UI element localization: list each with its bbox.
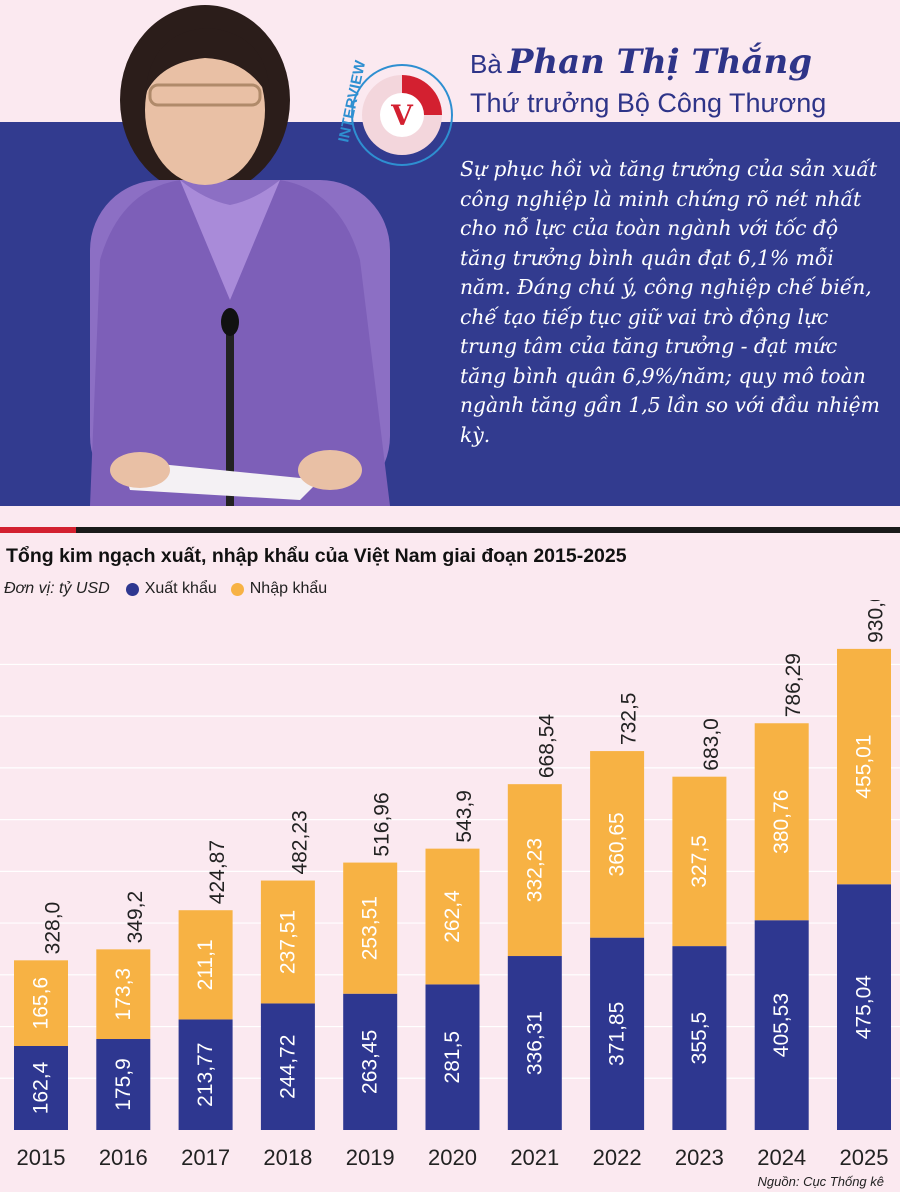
x-tick-label: 2020 <box>428 1145 477 1170</box>
bar-import <box>754 723 809 921</box>
data-label-total: 543,9 <box>453 790 476 843</box>
data-label-total: 349,2 <box>124 891 147 944</box>
data-label-import: 455,01 <box>853 734 876 798</box>
legend-item-export: Xuất khẩu <box>125 580 217 598</box>
data-label-export: 405,53 <box>770 993 793 1057</box>
bar-import <box>507 784 562 957</box>
bar-import <box>837 648 891 885</box>
data-label-export: 281,5 <box>441 1031 464 1084</box>
data-label-import: 380,76 <box>770 790 793 854</box>
bar-import <box>425 848 480 985</box>
bar-import <box>96 949 151 1040</box>
quote-text: Sự phục hồi và tăng trưởng của sản xuất … <box>460 157 880 447</box>
bar-export <box>425 984 480 1130</box>
x-tick-label: 2021 <box>510 1145 559 1170</box>
bar-import <box>178 910 233 1020</box>
data-label-import: 262,4 <box>441 890 464 943</box>
x-tick-label: 2022 <box>593 1145 642 1170</box>
bar-export <box>14 1045 68 1130</box>
data-label-export: 263,45 <box>359 1030 382 1094</box>
bar-export <box>590 937 645 1130</box>
legend-item-import: Nhập khẩu <box>230 580 328 598</box>
badge-letter: V <box>390 99 414 132</box>
legend-label-export: Xuất khẩu <box>144 580 217 597</box>
speaker-title: Thứ trưởng Bộ Công Thương <box>470 88 827 118</box>
x-tick-label: 2015 <box>17 1145 66 1170</box>
bar-export <box>837 884 891 1130</box>
bar-import <box>14 960 68 1046</box>
data-label-import: 211,1 <box>194 939 217 990</box>
x-tick-label: 2025 <box>840 1145 889 1170</box>
x-tick-label: 2023 <box>675 1145 724 1170</box>
divider-accent <box>0 527 76 533</box>
bar-import <box>672 776 727 947</box>
data-label-export: 355,5 <box>688 1012 711 1065</box>
bar-export <box>96 1039 151 1130</box>
chart-unit: Đơn vị: tỷ USD <box>4 580 110 597</box>
data-label-total: 930,05 <box>865 600 888 643</box>
legend-swatch-export <box>125 582 139 596</box>
data-label-import: 173,3 <box>112 968 135 1021</box>
data-label-export: 244,72 <box>276 1035 299 1099</box>
data-label-total: 424,87 <box>206 840 229 904</box>
x-tick-label: 2017 <box>181 1145 230 1170</box>
bar-export <box>507 956 562 1130</box>
data-label-total: 482,23 <box>288 810 311 874</box>
x-tick-label: 2019 <box>346 1145 395 1170</box>
stacked-bar-chart: 162,4 165,6 328,0 2015 175,9 173,3 349,2 2016 21… <box>0 600 900 1170</box>
x-tick-label: 2018 <box>263 1145 312 1170</box>
data-label-import: 327,5 <box>688 835 711 888</box>
data-label-export: 336,31 <box>523 1011 546 1075</box>
speaker-photo <box>90 5 390 506</box>
data-label-total: 668,54 <box>535 714 558 779</box>
data-label-import: 332,23 <box>523 838 546 902</box>
legend-label-import: Nhập khẩu <box>249 580 328 597</box>
data-label-total: 683,0 <box>700 718 723 771</box>
bar-export <box>260 1003 315 1130</box>
data-label-import: 253,51 <box>359 896 382 960</box>
bar-export <box>343 993 398 1130</box>
speaker-fullname: Phan Thị Thắng <box>507 42 813 82</box>
data-label-total: 732,5 <box>618 693 641 746</box>
data-label-import: 165,6 <box>30 977 53 1030</box>
data-label-total: 328,0 <box>42 902 65 955</box>
data-label-export: 175,9 <box>112 1058 135 1111</box>
bar-export <box>754 920 809 1130</box>
speaker-name: Bà Phan Thị Thắng <box>470 42 812 82</box>
speaker-honorific: Bà <box>470 49 502 79</box>
chart-legend: Đơn vị: tỷ USD Xuất khẩu Nhập khẩu <box>4 580 341 598</box>
chart-title: Tổng kim ngạch xuất, nhập khẩu của Việt … <box>6 545 627 567</box>
data-label-export: 475,04 <box>853 975 876 1040</box>
legend-swatch-import <box>230 582 244 596</box>
bar-import <box>260 880 315 1004</box>
data-label-total: 516,96 <box>371 792 394 856</box>
data-label-total: 786,29 <box>782 653 805 717</box>
data-label-export: 213,77 <box>194 1043 217 1107</box>
source-note: Nguồn: Cục Thống kê <box>757 1174 884 1189</box>
data-label-export: 371,85 <box>606 1002 629 1066</box>
bar-import <box>343 862 398 994</box>
interview-badge: V INTERVIEW <box>335 58 453 166</box>
bar-export <box>672 946 727 1130</box>
bar-import <box>590 751 645 938</box>
data-label-import: 360,65 <box>606 812 629 876</box>
badge-label: INTERVIEW <box>335 58 369 144</box>
x-tick-label: 2024 <box>757 1145 806 1170</box>
bar-export <box>178 1019 233 1130</box>
data-label-export: 162,4 <box>30 1061 53 1114</box>
x-tick-label: 2016 <box>99 1145 148 1170</box>
divider-rule <box>0 527 900 533</box>
data-label-import: 237,51 <box>276 910 299 974</box>
